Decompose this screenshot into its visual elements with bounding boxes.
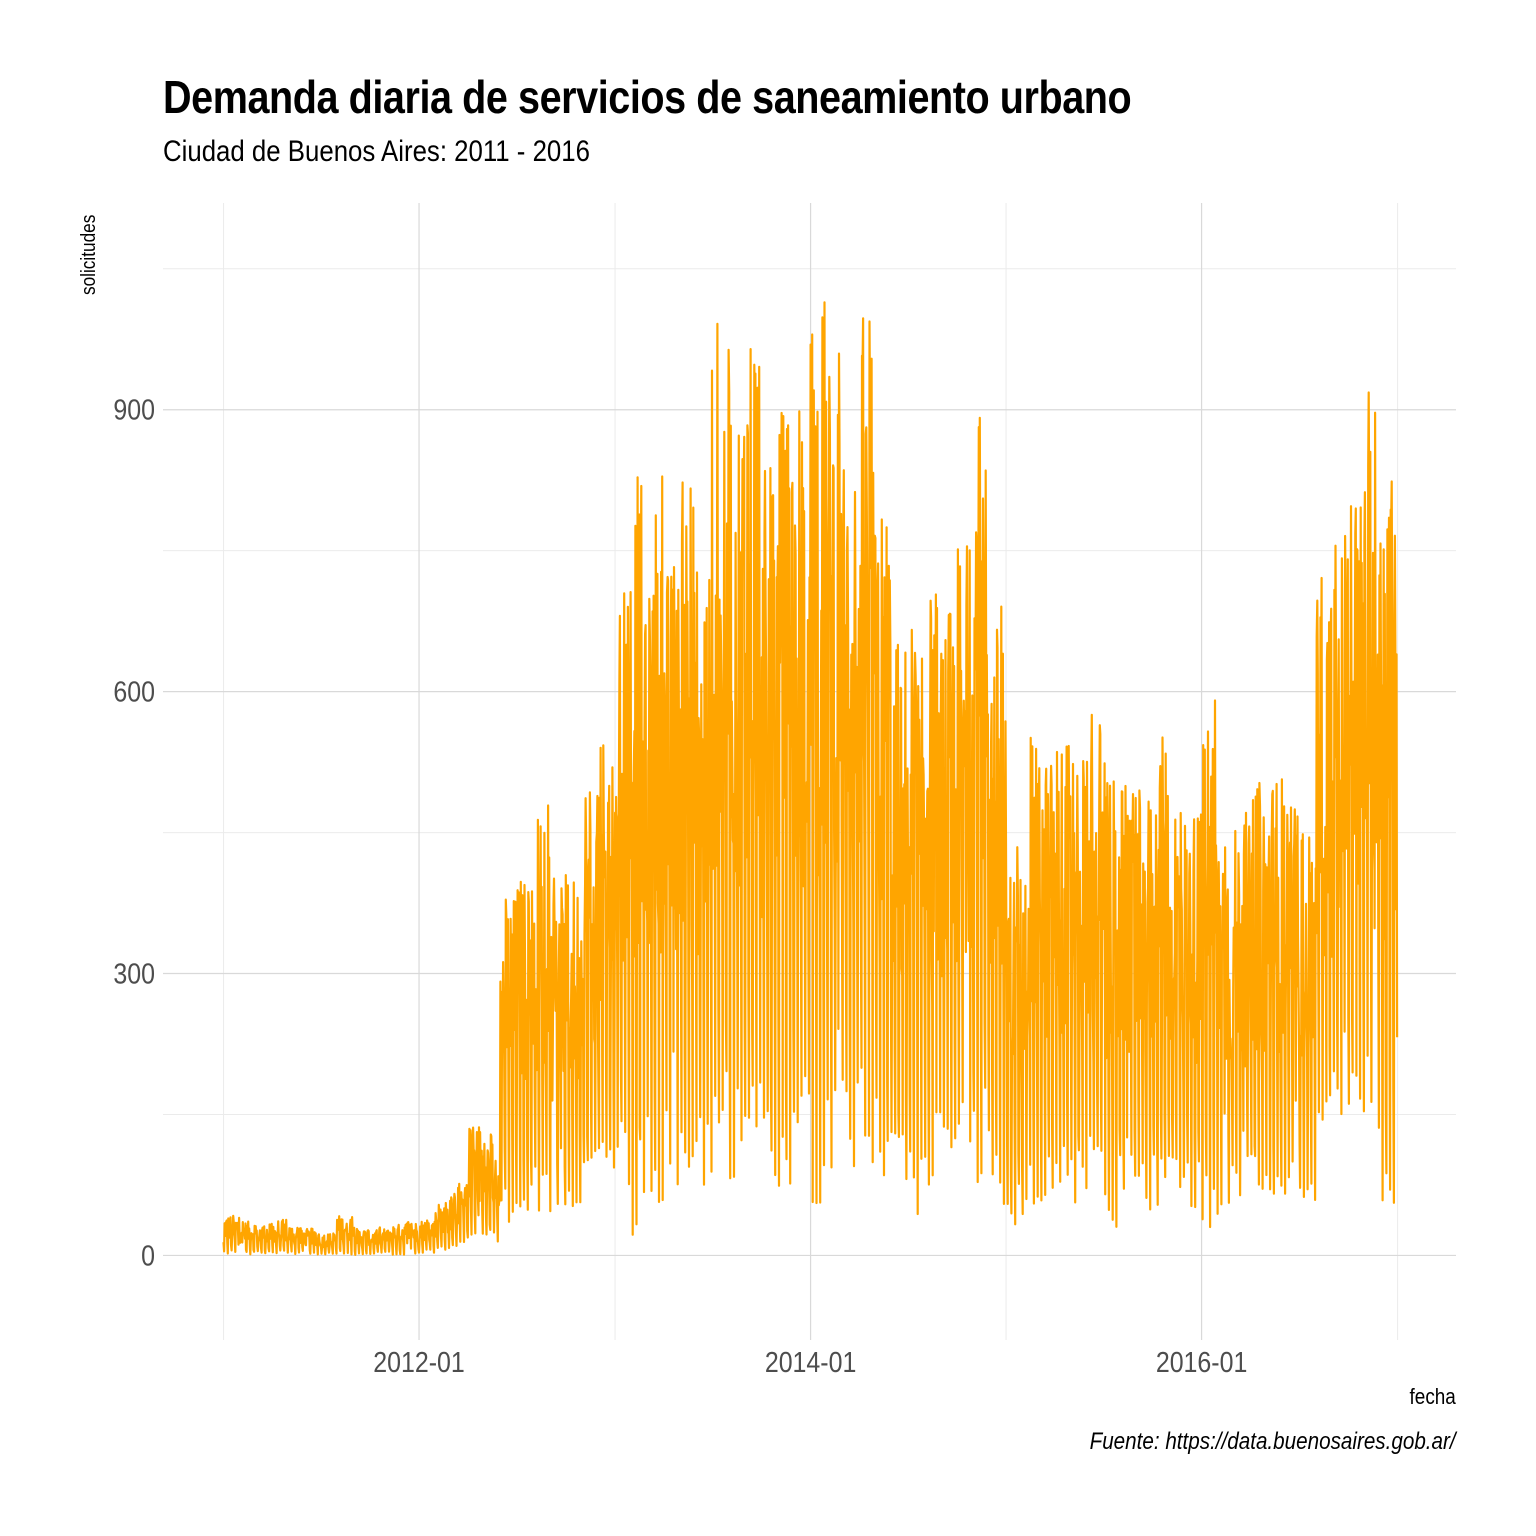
y-tick-label: 600 bbox=[113, 676, 155, 708]
x-tick-label: 2014-01 bbox=[765, 1346, 856, 1378]
chart-subtitle: Ciudad de Buenos Aires: 2011 - 2016 bbox=[163, 135, 590, 168]
x-axis-label: fecha bbox=[1409, 1384, 1456, 1409]
x-tick-label: 2012-01 bbox=[373, 1346, 464, 1378]
series-layer bbox=[222, 301, 1399, 1256]
x-tick-label: 2016-01 bbox=[1156, 1346, 1247, 1378]
y-tick-label: 0 bbox=[141, 1240, 155, 1272]
series-line-solicitudes bbox=[222, 301, 1399, 1256]
y-axis-ticks: 0 300 600 900 bbox=[113, 394, 155, 1272]
y-tick-label: 300 bbox=[113, 958, 155, 990]
y-tick-label: 900 bbox=[113, 394, 155, 426]
chart-caption: Fuente: https://data.buenosaires.gob.ar/ bbox=[1089, 1428, 1456, 1455]
x-axis-ticks: 2012-01 2014-01 2016-01 bbox=[373, 1346, 1247, 1378]
chart-title: Demanda diaria de servicios de saneamien… bbox=[163, 71, 1132, 123]
